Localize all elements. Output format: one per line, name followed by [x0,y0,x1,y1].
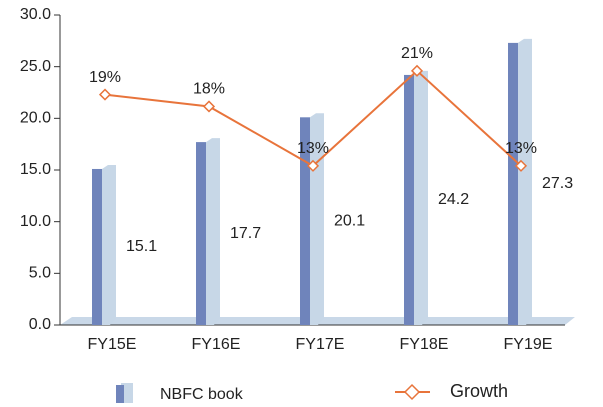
legend-bar-icon [116,385,124,403]
legend-marker-icon [403,383,421,401]
y-tick-label: 10.0 [20,213,51,230]
x-tick-label: FY16E [192,336,241,353]
bar-value-label: 17.7 [230,225,261,242]
y-tick-label: 0.0 [29,316,51,333]
x-tick-label: FY18E [400,336,449,353]
growth-marker [410,64,424,77]
bar-front [404,74,414,325]
bar-front [92,168,102,325]
growth-value-label: 13% [505,140,537,157]
growth-value-label: 21% [401,45,433,62]
bar-value-label: 15.1 [126,238,157,255]
bar-front [196,142,206,325]
x-tick-label: FY19E [504,336,553,353]
bar-front [300,117,310,325]
bar [196,138,220,325]
growth-value-label: 18% [193,81,225,98]
growth-marker [306,159,320,172]
growth-value-label: 19% [89,69,121,86]
bar-side [518,38,532,326]
legend-label: Growth [450,381,508,401]
bar [92,164,116,325]
y-tick-label: 15.0 [20,161,51,178]
bar-front [508,42,518,326]
legend-label: NBFC book [160,386,244,403]
bar-value-label: 20.1 [334,212,365,229]
growth-marker [98,88,112,101]
y-tick-label: 20.0 [20,110,51,127]
y-tick-label: 25.0 [20,58,51,75]
growth-marker [514,159,528,172]
bar-value-label: 27.3 [542,175,573,192]
bar [404,70,428,325]
bar-side [414,70,428,325]
x-tick-label: FY17E [296,336,345,353]
bar [508,38,532,326]
bar-value-label: 24.2 [438,191,469,208]
bar-side [102,164,116,325]
bar-side [206,138,220,325]
y-tick-label: 30.0 [20,6,51,23]
growth-value-label: 13% [297,140,329,157]
x-tick-label: FY15E [88,336,137,353]
y-tick-label: 5.0 [29,265,51,282]
growth-marker [202,100,216,113]
